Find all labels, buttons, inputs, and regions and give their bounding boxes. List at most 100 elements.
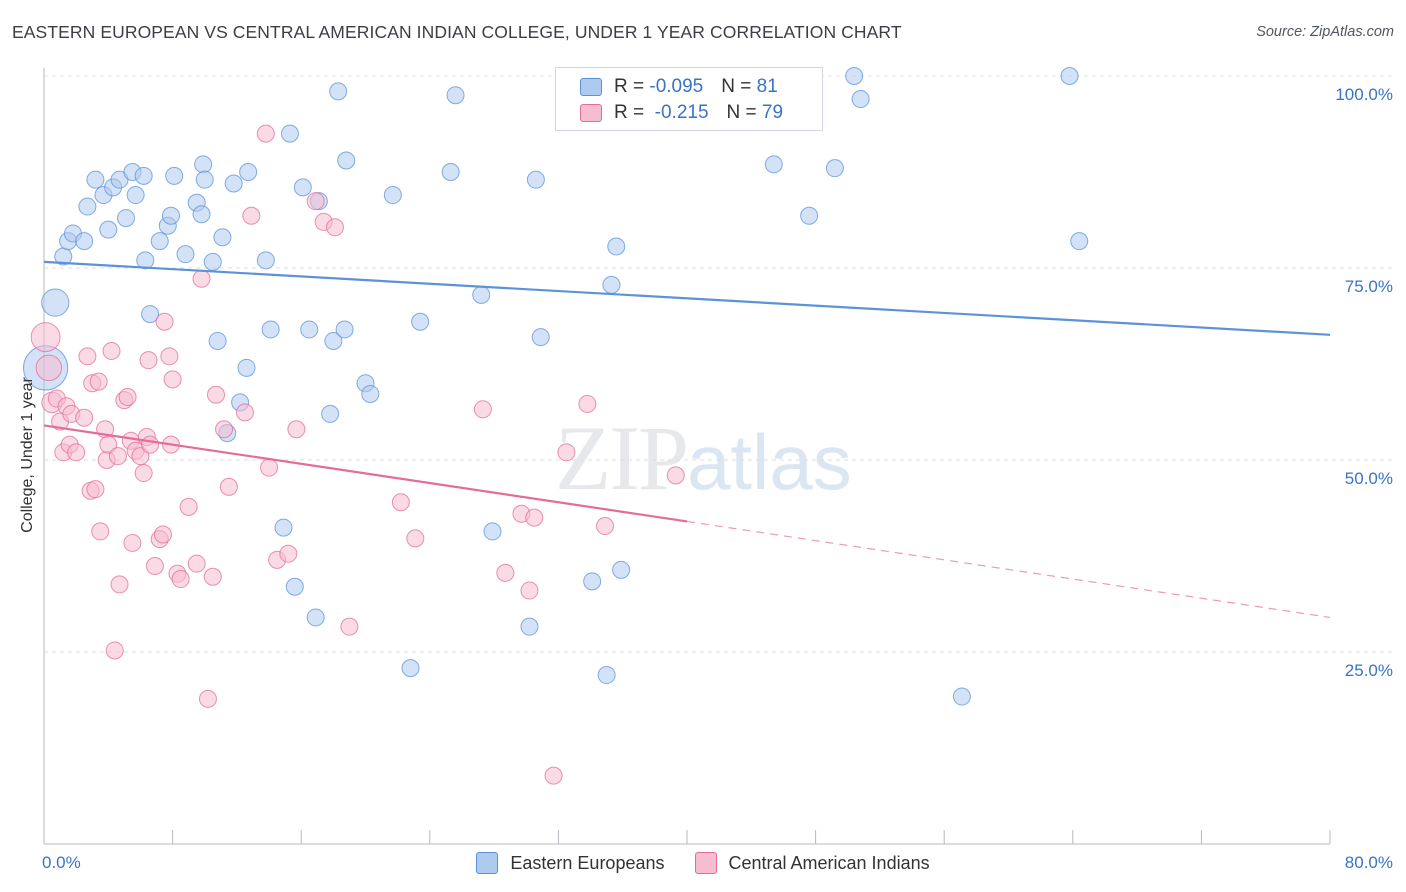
central-point [67,443,86,462]
legend-r-label: R = [614,76,650,97]
y-tick-label: 75.0% [1345,277,1393,296]
central-point [256,124,275,143]
eastern-point [441,163,460,181]
central-point [78,347,97,366]
y-tick-label: 50.0% [1345,469,1393,488]
eastern-point [520,617,539,636]
central-point [134,464,153,483]
central-point [207,385,226,404]
eastern-point [583,572,602,591]
central-point [557,443,576,462]
central-point [108,447,127,466]
eastern-point [337,151,356,170]
central-point [235,403,254,422]
eastern-point [41,288,70,317]
watermark: ZIPatlas [555,405,852,511]
eastern-point [800,206,819,225]
series-legend-eastern[interactable]: Eastern Europeans [476,852,665,874]
central-point [89,372,108,391]
x-axis-min-label: 0.0% [42,853,81,872]
central-point [123,533,142,552]
central-point [340,617,359,636]
legend-n-label: N = [726,102,762,123]
eastern-point [126,186,145,205]
central-point [179,497,198,516]
eastern-point [208,331,227,350]
series-legend-central[interactable]: Central American Indians [694,852,930,874]
central-trend-line [43,424,688,523]
chart-title: EASTERN EUROPEAN VS CENTRAL AMERICAN IND… [12,22,902,42]
eastern-point [612,560,631,579]
central-point [406,529,425,548]
legend-swatch-eastern [580,78,602,96]
legend-n-label: N = [721,76,757,97]
central-point [198,689,217,708]
eastern-point [383,186,402,205]
central-point [118,388,137,407]
eastern-point [845,67,864,85]
central-point [203,567,222,586]
central-point [86,480,105,499]
eastern-point [361,384,380,403]
central-point [242,206,261,225]
central-point [163,370,182,389]
legend-r-value: -0.095 [649,76,704,97]
eastern-trend-line [43,260,1331,336]
eastern-point [825,159,844,178]
legend-row-eastern: R = -0.095 N = 81 [580,75,778,99]
eastern-point [952,687,971,706]
eastern-point [531,328,550,347]
central-point [187,554,206,573]
source-label: Source: ZipAtlas.com [1256,24,1394,40]
central-point [30,322,61,353]
eastern-point [1060,67,1079,85]
eastern-point [335,320,354,339]
eastern-point [195,170,214,189]
eastern-point [99,220,118,239]
central-point [160,347,179,366]
eastern-point [597,666,616,685]
eastern-point [306,608,325,627]
eastern-point [329,82,348,101]
series-swatch-eastern [476,852,499,874]
stats-legend: R = -0.095 N = 81 R = -0.215 N = 79 [555,67,823,131]
central-point [192,269,211,288]
watermark-atlas: atlas [687,418,852,506]
central-point [145,556,164,575]
eastern-point [285,577,304,596]
eastern-point [224,174,243,193]
central-point [306,192,325,211]
central-point [215,420,234,439]
eastern-point [237,358,256,377]
eastern-point [526,170,545,189]
watermark-zip: ZIP [555,407,689,509]
y-tick-label: 100.0% [1335,85,1393,104]
eastern-point [141,305,160,324]
eastern-point [86,170,105,189]
eastern-point [300,320,319,339]
eastern-point [602,275,621,294]
central-point [325,218,344,237]
legend-n-value: 79 [761,102,784,123]
eastern-point [176,245,195,264]
central-point [544,766,563,785]
central-point [153,525,172,544]
eastern-point [764,155,783,174]
central-point [102,341,121,360]
y-tick-label: 25.0% [1345,661,1393,680]
eastern-point [194,155,213,174]
legend-row-central: R = -0.215 N = 79 [580,101,783,125]
eastern-point [321,404,340,423]
central-point [110,575,129,594]
eastern-point [411,312,430,331]
central-point [666,466,685,485]
eastern-point [203,252,222,271]
eastern-point [165,166,184,185]
eastern-point [483,522,502,541]
eastern-point [239,163,258,181]
central-point [75,408,94,427]
legend-n-value: 81 [756,76,778,97]
eastern-point [401,659,420,678]
legend-r-value: -0.215 [649,102,709,123]
